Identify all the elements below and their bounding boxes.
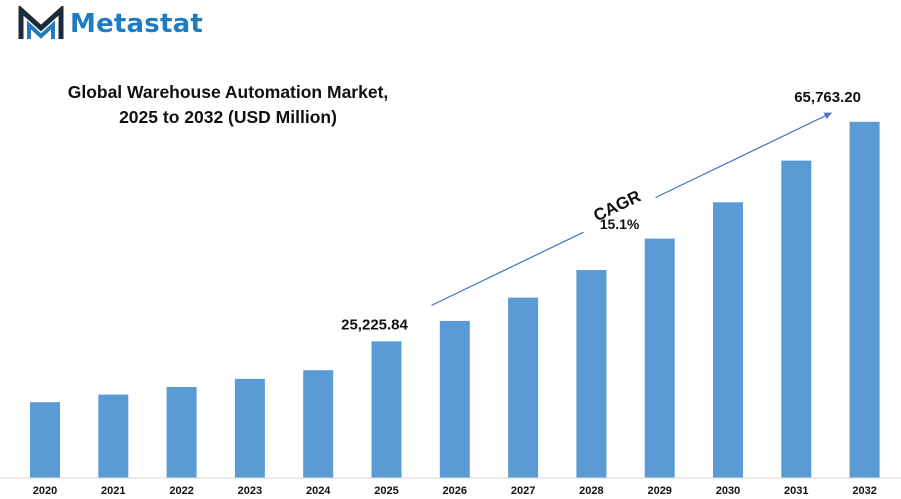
x-tick-label: 2025 bbox=[374, 485, 398, 497]
bar-2032 bbox=[849, 121, 880, 479]
bar-2022 bbox=[166, 387, 197, 478]
bar-2031 bbox=[781, 160, 812, 479]
x-tick-label: 2022 bbox=[169, 485, 193, 497]
bar-2026 bbox=[439, 320, 470, 478]
start-value-label: 25,225.84 bbox=[341, 316, 408, 333]
chart-title-line1: Global Warehouse Automation Market, bbox=[67, 82, 389, 102]
x-tick-label: 2024 bbox=[306, 485, 331, 497]
cagr-trend-arrow bbox=[655, 112, 832, 199]
bar-2029 bbox=[644, 238, 675, 478]
end-value-label: 65,763.20 bbox=[794, 89, 861, 106]
x-tick-label: 2026 bbox=[443, 485, 467, 497]
chart-title: Global Warehouse Automation Market, 2025… bbox=[40, 80, 416, 130]
bar-2025 bbox=[371, 341, 402, 478]
x-tick-label: 2023 bbox=[238, 485, 262, 497]
x-tick-label: 2032 bbox=[852, 485, 876, 497]
x-tick-label: 2028 bbox=[579, 485, 603, 497]
x-tick-label: 2021 bbox=[101, 485, 125, 497]
bar-2020 bbox=[30, 402, 60, 478]
cagr-value: 15.1% bbox=[600, 216, 640, 232]
x-tick-label: 2027 bbox=[511, 485, 535, 497]
chart-title-line2: 2025 to 2032 (USD Million) bbox=[119, 107, 337, 127]
bar-2030 bbox=[713, 202, 743, 478]
bar-2021 bbox=[98, 394, 129, 478]
x-tick-label: 2020 bbox=[33, 485, 57, 497]
bar-2023 bbox=[234, 378, 265, 478]
metastat-logo-icon bbox=[18, 6, 64, 39]
brand-logo: Metastat bbox=[18, 6, 203, 42]
x-tick-label: 2030 bbox=[716, 485, 740, 497]
x-tick-label: 2029 bbox=[647, 485, 671, 497]
brand-name: Metastat bbox=[70, 9, 203, 39]
bar-2024 bbox=[303, 370, 334, 478]
bar-2027 bbox=[508, 297, 539, 478]
x-tick-label: 2031 bbox=[784, 485, 808, 497]
cagr-trend-line-left bbox=[431, 231, 584, 306]
bar-2028 bbox=[576, 270, 607, 478]
